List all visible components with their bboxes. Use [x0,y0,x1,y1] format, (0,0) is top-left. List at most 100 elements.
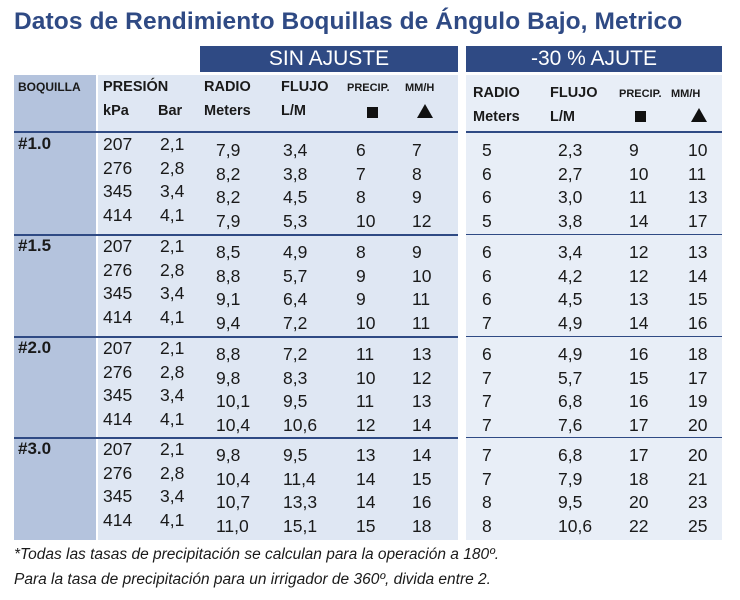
cell-radio-ajuste: 7 [482,445,492,465]
cell-kpa: 207 [103,236,133,256]
cell-radio: 10,7 [216,492,251,512]
header-lm-ajuste: L/M [550,109,575,125]
cell-precip-triangle-ajuste: 20 [688,414,708,435]
cell-kpa: 345 [103,385,133,405]
cell-precip-square: 6 [356,140,366,160]
cell-precip-square: 8 [356,187,366,207]
cell-precip-triangle: 11 [412,289,431,309]
cell-radio: 8,2 [216,187,241,207]
cell-radio: 7,9 [216,140,241,160]
group-divider-right [466,234,722,235]
cell-precip-triangle-ajuste: 25 [688,515,708,536]
cell-radio-ajuste: 8 [482,492,492,512]
cell-precip-triangle-ajuste: 15 [688,289,708,309]
header-flujo-ajuste: FLUJO [550,85,598,101]
cell-flujo: 8,3 [283,367,308,388]
cell-flujo: 3,8 [283,163,308,184]
cell-radio-ajuste: 7 [482,468,492,489]
cell-flujo-ajuste: 4,5 [558,289,583,309]
cell-bar: 4,1 [160,408,185,429]
header-mmh: MM/H [405,82,435,94]
cell-flujo: 15,1 [283,515,318,536]
cell-precip-square-ajuste: 10 [629,163,649,184]
cell-precip-triangle-ajuste: 13 [688,242,708,262]
triangle-symbol-icon [417,104,433,118]
cell-flujo: 9,5 [283,391,308,411]
header-precip-ajuste: PRECIP. [619,88,662,100]
cell-flujo-ajuste: 4,9 [558,312,583,333]
cell-precip-square-ajuste: 17 [629,414,649,435]
cell-kpa: 207 [103,338,133,358]
header-precip: PRECIP. [347,82,390,94]
cell-precip-square: 9 [356,265,366,286]
cell-bar: 2,1 [160,236,185,256]
cell-precip-square-ajuste: 15 [629,367,649,388]
cell-precip-square-ajuste: 16 [629,391,649,411]
cell-radio: 8,8 [216,265,241,286]
cell-bar: 3,4 [160,486,185,506]
cell-flujo: 4,5 [283,187,308,207]
cell-precip-triangle: 16 [412,492,432,512]
group-divider-right [466,437,722,438]
cell-precip-square-ajuste: 14 [629,210,649,231]
cell-precip-square-ajuste: 14 [629,312,649,333]
cell-precip-triangle: 14 [412,445,432,465]
cell-precip-triangle: 13 [412,344,432,364]
cell-flujo-ajuste: 9,5 [558,492,583,512]
cell-flujo: 5,7 [283,265,308,286]
group-divider-left [14,336,458,338]
group-divider-left [14,437,458,439]
cell-radio: 9,8 [216,445,241,465]
cell-flujo-ajuste: 7,6 [558,414,583,435]
cell-precip-square-ajuste: 11 [629,187,648,207]
left-section-bg [98,75,458,540]
cell-flujo-ajuste: 4,9 [558,344,583,364]
cell-precip-triangle: 9 [412,242,422,262]
cell-radio-ajuste: 7 [482,414,492,435]
cell-precip-triangle: 10 [412,265,432,286]
cell-flujo-ajuste: 3,0 [558,187,583,207]
cell-precip-square: 8 [356,242,366,262]
header-kpa: kPa [103,103,129,119]
cell-flujo-ajuste: 4,2 [558,265,583,286]
cell-radio: 9,1 [216,289,241,309]
header-meters-ajuste: Meters [473,109,520,125]
nozzle-label: #1.5 [18,236,52,255]
cell-flujo-ajuste: 10,6 [558,515,593,536]
cell-bar: 4,1 [160,509,185,530]
cell-precip-square-ajuste: 13 [629,289,649,309]
section-header-ajuste: -30 % AJUTE [466,46,722,72]
footnote-2: Para la tasa de precipitación para un ir… [14,571,491,588]
cell-radio-ajuste: 6 [482,265,492,286]
cell-flujo: 7,2 [283,344,308,364]
cell-radio: 8,8 [216,344,241,364]
cell-radio: 8,5 [216,242,241,262]
cell-precip-square-ajuste: 9 [629,140,639,160]
cell-precip-triangle: 18 [412,515,432,536]
cell-precip-triangle: 12 [412,367,432,388]
cell-precip-square: 9 [356,289,366,309]
cell-precip-square: 7 [356,163,366,184]
cell-precip-triangle-ajuste: 17 [688,367,708,388]
cell-bar: 4,1 [160,306,185,327]
cell-precip-triangle: 7 [412,140,422,160]
cell-precip-square: 15 [356,515,376,536]
cell-precip-square: 11 [356,391,375,411]
group-divider-right [466,336,722,337]
cell-kpa: 276 [103,157,133,178]
cell-precip-square-ajuste: 12 [629,242,649,262]
cell-kpa: 414 [103,509,133,530]
cell-radio-ajuste: 6 [482,344,492,364]
cell-kpa: 414 [103,408,133,429]
cell-precip-triangle-ajuste: 23 [688,492,708,512]
cell-bar: 3,4 [160,385,185,405]
cell-precip-square: 14 [356,492,376,512]
nozzle-label: #1.0 [18,134,52,153]
cell-precip-triangle-ajuste: 20 [688,445,708,465]
cell-precip-triangle: 11 [412,312,431,333]
cell-precip-square: 10 [356,367,376,388]
header-bar: Bar [158,103,183,119]
cell-bar: 2,1 [160,338,185,358]
cell-radio-ajuste: 6 [482,187,492,207]
cell-precip-square-ajuste: 12 [629,265,649,286]
